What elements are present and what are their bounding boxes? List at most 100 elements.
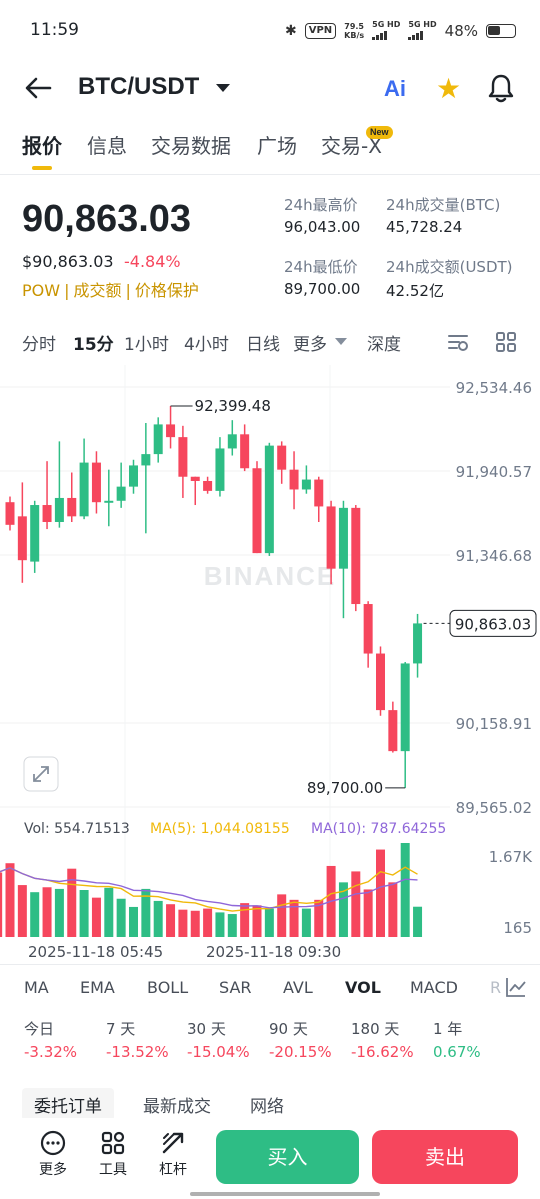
- new-badge: New: [366, 126, 393, 139]
- high-price-label: 92,399.48: [195, 397, 271, 415]
- perf-1y: 1 年 0.67%: [433, 1018, 523, 1061]
- back-arrow-icon[interactable]: [22, 72, 54, 104]
- perf-value: 0.67%: [433, 1043, 481, 1061]
- kline-chart[interactable]: 92,534.46 91,940.57 91,346.68 90,158.91 89,5…: [0, 365, 540, 965]
- volume-bar: [30, 892, 40, 937]
- tab-network[interactable]: 网络: [250, 1097, 284, 1117]
- volume-bar: [388, 882, 398, 937]
- candle-body: [400, 663, 410, 752]
- interval-4h[interactable]: 4小时: [184, 335, 229, 355]
- favorite-star-icon[interactable]: ★: [436, 72, 462, 105]
- pair-selector[interactable]: BTC/USDT: [78, 73, 200, 100]
- indicator-ema[interactable]: EMA: [80, 978, 115, 997]
- high-value: 96,043.00: [284, 218, 361, 236]
- volume-bar: [79, 890, 89, 937]
- ai-assistant-icon[interactable]: Ai: [384, 76, 406, 101]
- tag-price-protect[interactable]: 价格保护: [134, 281, 199, 300]
- volume-bar: [203, 908, 213, 937]
- candle-body: [264, 445, 274, 554]
- candle-body: [5, 502, 15, 525]
- tab-quote[interactable]: 报价: [22, 134, 62, 158]
- candle-body: [141, 454, 151, 466]
- pair-dropdown-icon[interactable]: [216, 84, 230, 92]
- sim1-label: 5G HD: [372, 20, 401, 29]
- interval-15m[interactable]: 15分: [73, 335, 114, 355]
- watermark: BINANCE: [204, 561, 336, 591]
- perf-value: -16.62%: [351, 1043, 414, 1061]
- perf-label: 今日: [24, 1020, 55, 1038]
- interval-line[interactable]: 分时: [22, 335, 56, 355]
- volume-bar: [67, 868, 77, 937]
- volume-bar: [351, 871, 361, 937]
- volume-bar: [104, 887, 114, 937]
- tag-volume[interactable]: 成交额: [73, 281, 122, 300]
- tab-trading-data[interactable]: 交易数据: [151, 134, 231, 158]
- bell-icon[interactable]: [486, 72, 516, 104]
- home-indicator: [190, 1192, 380, 1196]
- indicator-tabs: MA EMA BOLL SAR AVL VOL MACD R: [0, 964, 540, 1010]
- status-bar: 11:59 ✱ VPN 79.5 KB/s 5G HD 5G HD 48%: [0, 0, 540, 62]
- tools-label: 工具: [99, 1162, 127, 1178]
- candle-body: [240, 434, 250, 469]
- leverage-button[interactable]: 杠杆: [148, 1130, 198, 1179]
- indicator-macd[interactable]: MACD: [410, 978, 458, 997]
- status-icons: ✱ VPN 79.5 KB/s 5G HD 5G HD 48%: [285, 20, 516, 42]
- indicator-boll[interactable]: BOLL: [147, 978, 189, 997]
- volume-bar: [166, 904, 176, 937]
- tab-order-book[interactable]: 委托订单: [22, 1088, 114, 1121]
- perf-90d: 90 天 -20.15%: [269, 1018, 359, 1061]
- volume-tick-label: 165: [503, 919, 532, 937]
- sell-button[interactable]: 卖出: [372, 1130, 518, 1184]
- buy-button[interactable]: 买入: [216, 1130, 359, 1184]
- bluetooth-icon: ✱: [284, 23, 297, 39]
- vol-usdt-value: 42.52亿: [386, 282, 444, 300]
- indicator-rsi[interactable]: R: [490, 978, 502, 997]
- candle-body: [376, 653, 385, 711]
- x-tick-label: 2025-11-18 09:30: [206, 943, 341, 961]
- tab-latest-trades[interactable]: 最新成交: [143, 1097, 211, 1117]
- volume-bar: [178, 909, 188, 937]
- signal-bars-icon: [408, 29, 424, 40]
- indicator-sar[interactable]: SAR: [219, 978, 252, 997]
- indicator-vol[interactable]: VOL: [345, 978, 381, 997]
- volume-bar: [17, 885, 27, 937]
- perf-value: -20.15%: [269, 1043, 332, 1061]
- volume-bar: [42, 887, 52, 937]
- indicator-settings-icon[interactable]: [504, 975, 528, 999]
- chart-settings-icon[interactable]: [446, 330, 470, 354]
- tab-info[interactable]: 信息: [87, 134, 127, 158]
- main-tabs: 报价 信息 交易数据 广场 交易-X New: [0, 126, 540, 174]
- more-button[interactable]: 更多: [28, 1130, 78, 1179]
- last-price-tag: 90,863.03: [455, 615, 531, 633]
- sim2-label: 5G HD: [408, 20, 437, 29]
- interval-1d[interactable]: 日线: [246, 335, 280, 355]
- interval-1h[interactable]: 1小时: [124, 335, 169, 355]
- change-percent: -4.84%: [124, 252, 181, 271]
- kline-svg[interactable]: 92,534.46 91,940.57 91,346.68 90,158.91 89,5…: [0, 365, 540, 965]
- candle-body: [351, 507, 361, 605]
- tab-square[interactable]: 广场: [257, 134, 297, 158]
- indicator-ma[interactable]: MA: [24, 978, 49, 997]
- volume-bar: [289, 899, 299, 937]
- perf-180d: 180 天 -16.62%: [351, 1018, 441, 1061]
- interval-depth[interactable]: 深度: [367, 335, 401, 355]
- layout-grid-icon[interactable]: [494, 330, 518, 354]
- battery-percent: 48%: [444, 22, 478, 40]
- volume-bar: [0, 872, 3, 937]
- candle-body: [203, 480, 213, 491]
- candle-body: [252, 468, 262, 554]
- candle-body: [166, 424, 176, 438]
- candle-body: [67, 497, 77, 517]
- high-label: 24h最高价: [284, 196, 358, 214]
- interval-more[interactable]: 更多: [293, 335, 327, 355]
- divider: [0, 174, 540, 175]
- vol-btc-label: 24h成交量(BTC): [386, 196, 501, 214]
- indicator-avl[interactable]: AVL: [283, 978, 313, 997]
- sim2-signal: 5G HD: [408, 20, 437, 42]
- tools-button[interactable]: 工具: [88, 1130, 138, 1179]
- chevron-down-icon[interactable]: [335, 338, 347, 345]
- tag-pow[interactable]: POW: [22, 281, 61, 300]
- candle-body: [178, 437, 188, 477]
- perf-label: 1 年: [433, 1020, 463, 1038]
- order-tabs: 委托订单 最新成交 网络: [0, 1086, 540, 1122]
